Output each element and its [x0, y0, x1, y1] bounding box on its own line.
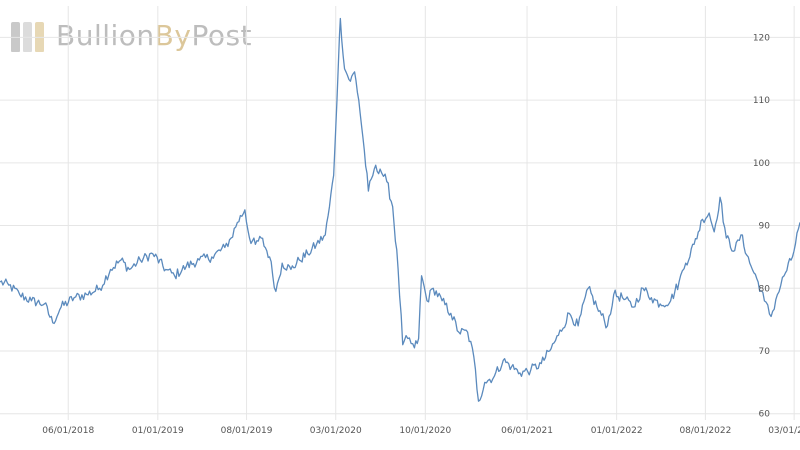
brand-logo: BullionByPost [10, 16, 252, 56]
x-tick-label: 06/01/2018 [42, 426, 94, 436]
x-tick-label: 03/01/2020 [310, 426, 362, 436]
x-tick-label: 08/01/2019 [221, 426, 273, 436]
y-tick-label: 80 [759, 284, 771, 294]
x-tick-label: 01/01/2022 [591, 426, 643, 436]
brand-part-by: By [154, 19, 192, 52]
brand-part-bullion: Bullion [56, 19, 155, 52]
y-tick-label: 120 [753, 33, 770, 43]
x-tick-label: 10/01/2020 [399, 426, 451, 436]
x-tick-label: 03/01/2023 [768, 426, 800, 436]
price-series-line [0, 17, 800, 402]
brand-part-post: Post [191, 19, 253, 52]
x-tick-label: 08/01/2022 [679, 426, 731, 436]
y-tick-label: 110 [753, 96, 770, 106]
series-layer [0, 17, 800, 402]
y-tick-label: 70 [759, 347, 771, 357]
grid [0, 6, 800, 420]
tick-labels: 60 70 80 90 100 110 120 06/01/2018 01/01/2019 08/… [42, 33, 800, 436]
y-tick-label: 90 [759, 222, 771, 232]
y-tick-label: 60 [759, 410, 771, 420]
y-tick-label: 100 [753, 159, 770, 169]
brand-name: BullionByPost [56, 22, 252, 50]
x-tick-label: 01/01/2019 [132, 426, 184, 436]
x-tick-label: 06/01/2021 [501, 426, 553, 436]
